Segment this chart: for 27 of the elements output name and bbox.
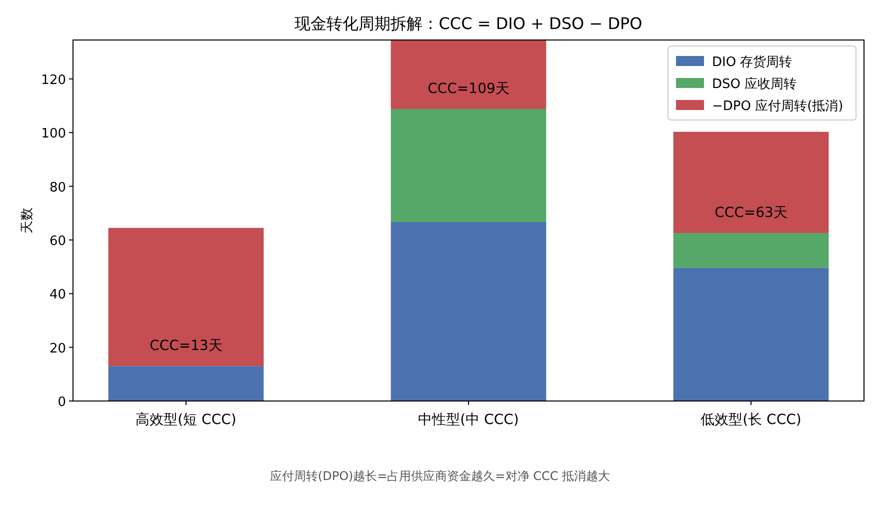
y-tick-label: 120: [41, 72, 66, 88]
bar: [108, 228, 264, 366]
bar: [390, 222, 546, 401]
x-tick-label: 低效型(长 CCC): [700, 412, 802, 428]
bar: [390, 108, 546, 222]
bar: [390, 40, 546, 109]
y-tick-label: 60: [49, 234, 66, 249]
legend-label: −DPO 应付周转(抵消): [712, 98, 844, 114]
annotation: CCC=109天: [428, 80, 510, 97]
bar: [673, 268, 829, 401]
bar: [673, 232, 829, 268]
x-tick-label: 中性型(中 CCC): [418, 412, 519, 428]
legend-label: DIO 存货周转: [712, 55, 792, 70]
bar: [673, 132, 829, 233]
bar: [108, 366, 264, 401]
chart-title: 现金转化周期拆解：CCC = DIO + DSO − DPO: [294, 14, 642, 33]
legend-label: DSO 应收周转: [712, 76, 797, 92]
y-tick-label: 80: [49, 180, 66, 196]
text: 应付周转(DPO)越长=占用供应商资金越久=对净 CCC 抵消越大: [270, 469, 610, 483]
y-axis-title: 天数: [20, 208, 35, 234]
y-tick-label: 100: [41, 126, 66, 142]
annotation: CCC=63天: [714, 204, 788, 221]
y-tick-label: 0: [58, 395, 66, 410]
x-tick-label: 高效型(短 CCC): [136, 412, 236, 428]
annotation: CCC=13天: [150, 338, 222, 354]
y-tick-label: 20: [49, 341, 66, 356]
y-tick-label: 40: [49, 288, 66, 303]
